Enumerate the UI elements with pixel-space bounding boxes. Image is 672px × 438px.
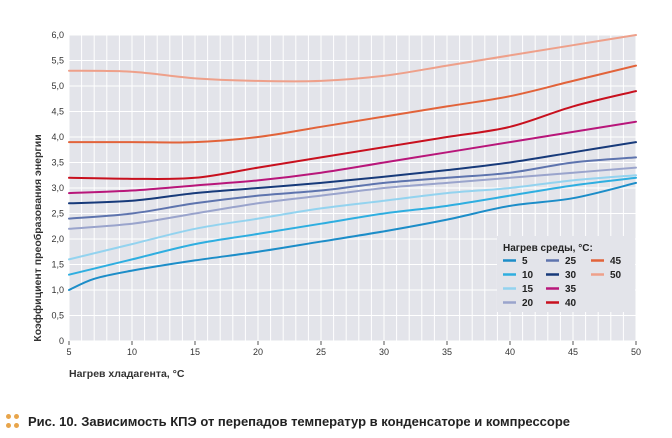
series-line-35 <box>68 120 637 195</box>
x-tick-label: 25 <box>316 347 326 357</box>
y-tick-label: 5,0 <box>51 81 64 91</box>
caption-prefix: Рис. 10. <box>28 413 78 429</box>
legend-label-25: 25 <box>565 256 577 267</box>
y-tick-label: 3,5 <box>51 158 64 168</box>
y-tick-label: 1,5 <box>51 260 64 270</box>
x-tick-label: 45 <box>568 347 578 357</box>
legend-items: 5 10 15 20 25 30 35 40 45 50 <box>503 256 622 309</box>
caption-text: Зависимость КПЭ от перепадов температур … <box>81 413 571 429</box>
legend-label-45: 45 <box>610 256 622 267</box>
x-tick-label: 20 <box>253 347 263 357</box>
y-axis-title: Коэффициент преобразования энергии <box>32 134 44 341</box>
x-tick-label: 35 <box>442 347 452 357</box>
y-tick-label: 4,5 <box>51 107 64 117</box>
y-axis-ticks: 0 0,5 1,0 1,5 2,0 2,5 3,0 3,5 4,0 4,5 5,0 5,5 6,0 <box>51 30 64 346</box>
dots-icon <box>6 414 20 428</box>
legend-label-5: 5 <box>522 256 528 267</box>
y-tick-label: 6,0 <box>51 30 64 40</box>
legend-label-20: 20 <box>522 298 534 309</box>
x-axis-title: Нагрев хладагента, °С <box>69 368 185 380</box>
y-tick-label: 2,5 <box>51 209 64 219</box>
series-line-15 <box>68 174 637 261</box>
legend-label-15: 15 <box>522 284 534 295</box>
legend-label-40: 40 <box>565 298 577 309</box>
y-tick-label: 0 <box>59 336 64 346</box>
series-line-10 <box>68 176 637 276</box>
chart: 0 0,5 1,0 1,5 2,0 2,5 3,0 3,5 4,0 4,5 5,0 5,5 6,0 5 1… <box>32 30 641 380</box>
legend-label-10: 10 <box>522 270 534 281</box>
y-tick-label: 5,5 <box>51 56 64 66</box>
series-line-40 <box>68 90 637 181</box>
x-axis-ticks: 5 10 15 20 25 30 35 40 45 50 <box>66 341 641 357</box>
x-tick-label: 10 <box>127 347 137 357</box>
y-tick-label: 1,0 <box>51 285 64 295</box>
x-tick-label: 5 <box>66 347 71 357</box>
series-line-45 <box>68 64 637 144</box>
y-tick-label: 2,0 <box>51 234 64 244</box>
legend-label-35: 35 <box>565 284 577 295</box>
legend-box <box>497 236 635 312</box>
series-line-30 <box>68 141 637 205</box>
series-lines <box>68 34 637 291</box>
y-tick-label: 4,0 <box>51 132 64 142</box>
x-tick-label: 30 <box>379 347 389 357</box>
series-line-50 <box>68 34 637 83</box>
grid <box>68 34 637 342</box>
series-line-20 <box>68 166 637 230</box>
figure-caption: Рис. 10. Зависимость КПЭ от перепадов те… <box>6 410 666 432</box>
series-line-5 <box>68 181 637 291</box>
legend: Нагрев среды, °С: 5 10 15 20 25 30 35 40 45 50 <box>497 236 635 312</box>
legend-label-30: 30 <box>565 270 577 281</box>
x-tick-label: 40 <box>505 347 515 357</box>
x-tick-label: 15 <box>190 347 200 357</box>
series-line-25 <box>68 156 637 220</box>
legend-label-50: 50 <box>610 270 622 281</box>
legend-title: Нагрев среды, °С: <box>503 243 593 254</box>
y-tick-label: 3,0 <box>51 183 64 193</box>
x-tick-label: 50 <box>631 347 641 357</box>
y-tick-label: 0,5 <box>51 311 64 321</box>
